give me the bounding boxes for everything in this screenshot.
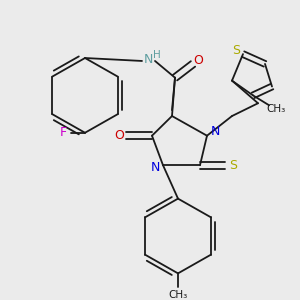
Text: S: S <box>229 159 237 172</box>
Text: N: N <box>143 53 153 67</box>
Text: CH₃: CH₃ <box>168 290 188 300</box>
Text: H: H <box>153 50 161 60</box>
Text: S: S <box>232 44 240 57</box>
Text: CH₃: CH₃ <box>266 104 286 114</box>
Text: N: N <box>210 125 220 138</box>
Text: F: F <box>59 126 67 139</box>
Text: N: N <box>150 161 160 174</box>
Text: O: O <box>193 55 203 68</box>
Text: O: O <box>114 129 124 142</box>
